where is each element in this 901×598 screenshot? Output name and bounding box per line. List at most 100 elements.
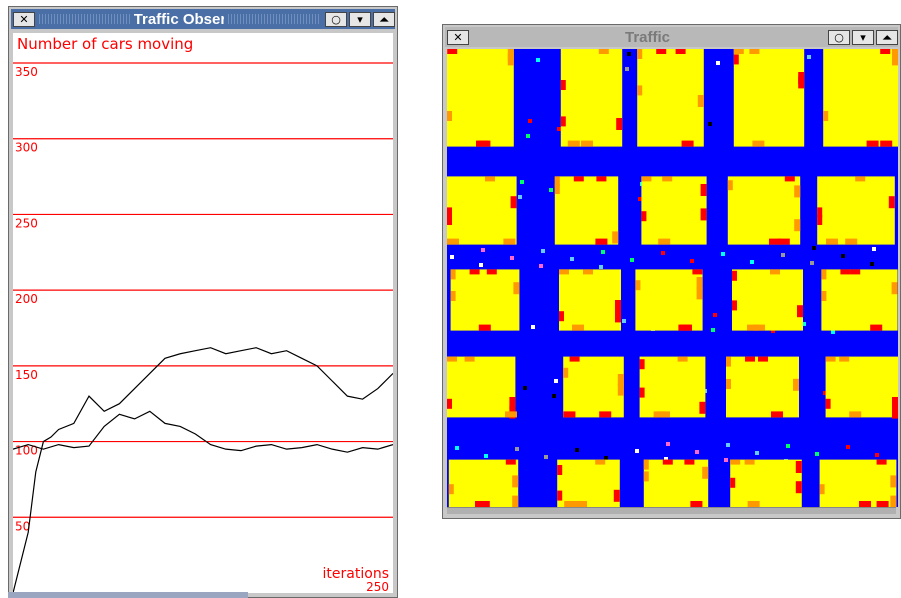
observer-titlebar[interactable]: ✕ Traffic Observer ○ ▾ ⏶ — [11, 9, 396, 29]
car — [677, 356, 688, 362]
car — [880, 49, 891, 54]
car — [733, 49, 744, 54]
city-block — [560, 49, 623, 147]
road-car — [554, 379, 558, 383]
car — [747, 501, 760, 507]
car — [507, 53, 514, 66]
road-car — [711, 328, 715, 332]
observer-scrollbar[interactable] — [8, 592, 248, 598]
iconify-button[interactable]: ○ — [828, 29, 850, 45]
car — [617, 383, 624, 396]
series-line-2 — [13, 410, 393, 453]
car — [700, 184, 707, 196]
road-car — [708, 122, 712, 126]
car — [563, 367, 569, 378]
titlebar-grip — [228, 14, 320, 24]
city-block — [554, 176, 619, 245]
road-car — [575, 448, 579, 452]
car — [643, 459, 649, 470]
city-block — [450, 269, 520, 331]
car — [567, 140, 580, 147]
city-block — [730, 459, 802, 507]
road-car — [695, 450, 699, 454]
car — [447, 215, 452, 225]
traffic-titlebar[interactable]: ✕ Traffic ○ ▾ ⏶ — [445, 27, 898, 47]
car — [699, 401, 706, 414]
car — [512, 475, 519, 488]
car — [559, 269, 569, 275]
road-car — [721, 252, 725, 256]
car — [569, 356, 580, 362]
car — [777, 238, 790, 245]
car — [447, 49, 458, 54]
car — [891, 282, 898, 295]
road-car — [661, 251, 665, 255]
car — [564, 501, 577, 507]
road-car — [601, 250, 605, 254]
menu-button[interactable]: ▾ — [852, 29, 874, 45]
car — [681, 140, 694, 147]
menu-button[interactable]: ▾ — [349, 11, 372, 27]
car — [575, 501, 587, 507]
traffic-grid — [447, 49, 898, 507]
car — [730, 477, 736, 488]
car — [726, 356, 731, 367]
car — [892, 406, 898, 419]
car — [744, 459, 755, 465]
city-block — [727, 176, 801, 245]
road-car — [638, 197, 642, 201]
close-button[interactable]: ✕ — [13, 11, 35, 27]
car — [758, 356, 768, 362]
maximize-button[interactable]: ⏶ — [373, 11, 396, 27]
road-car — [841, 254, 845, 258]
road-car — [544, 455, 548, 459]
road-car — [664, 457, 668, 461]
car — [447, 238, 459, 245]
car — [817, 207, 823, 218]
car — [637, 49, 643, 59]
road-car — [823, 391, 827, 395]
car — [503, 238, 516, 245]
car — [478, 324, 491, 331]
road-car — [870, 262, 874, 266]
road-car — [771, 329, 775, 333]
city-block — [726, 356, 799, 418]
traffic-window: ✕ Traffic ○ ▾ ⏶ — [442, 24, 901, 519]
car — [823, 111, 829, 121]
road-car — [479, 263, 483, 267]
city-block — [639, 356, 706, 418]
titlebar-grip — [39, 14, 130, 24]
road-car — [484, 454, 488, 458]
car — [752, 140, 765, 147]
road-car — [635, 449, 639, 453]
close-icon: ✕ — [19, 12, 29, 26]
car — [733, 54, 739, 65]
road-car — [627, 52, 631, 56]
close-icon: ✕ — [453, 30, 463, 44]
car — [554, 184, 560, 194]
car — [469, 269, 480, 275]
road-car — [599, 265, 603, 269]
maximize-icon: ⏶ — [379, 12, 389, 26]
road-car — [786, 444, 790, 448]
road-car — [812, 246, 816, 250]
car — [615, 300, 621, 312]
car — [447, 207, 452, 218]
car — [560, 80, 566, 90]
car — [732, 300, 737, 311]
traffic-observer-window: ✕ Traffic Observer ○ ▾ ⏶ Number of cars … — [8, 6, 398, 598]
maximize-button[interactable]: ⏶ — [876, 29, 898, 45]
horizontal-scrollbar[interactable] — [447, 507, 896, 514]
city-block — [733, 49, 805, 147]
car — [658, 238, 671, 245]
road-car — [872, 247, 876, 251]
plot-title: Number of cars moving — [17, 35, 193, 53]
city-block — [637, 49, 704, 147]
car — [692, 269, 703, 275]
car — [595, 238, 608, 245]
car — [447, 398, 452, 409]
iconify-button[interactable]: ○ — [325, 11, 348, 27]
close-button[interactable]: ✕ — [447, 29, 469, 45]
car — [784, 176, 795, 182]
city-block — [563, 356, 624, 418]
